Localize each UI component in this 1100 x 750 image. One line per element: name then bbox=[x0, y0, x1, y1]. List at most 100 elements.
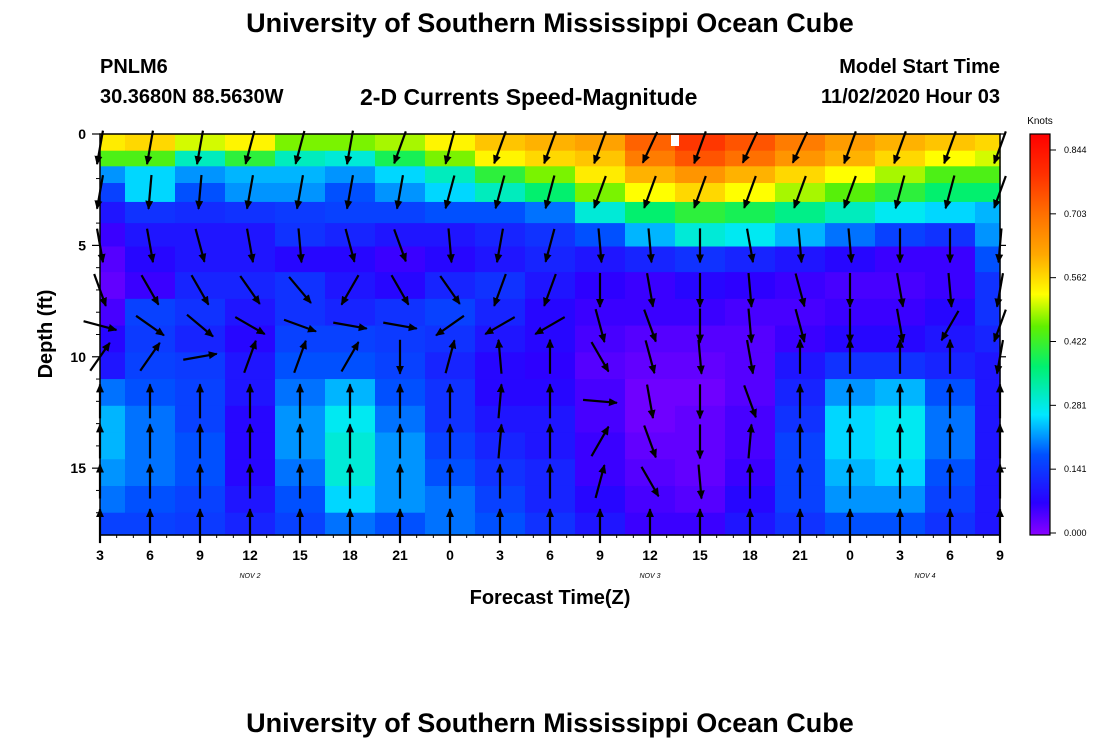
x-tick-label: 18 bbox=[742, 547, 758, 563]
x-tick-label: 0 bbox=[446, 547, 454, 563]
heatmap-cell bbox=[725, 201, 776, 224]
heatmap-cell bbox=[875, 150, 926, 167]
colorbar-tick-label: 0.562 bbox=[1064, 273, 1087, 283]
heatmap-cell bbox=[975, 223, 1001, 248]
current-vector-arrow bbox=[340, 274, 360, 306]
heatmap-cell bbox=[425, 298, 476, 327]
current-vector-arrow bbox=[593, 131, 607, 165]
missing-data-marker bbox=[671, 135, 679, 146]
chart-title: University of Southern Mississippi Ocean… bbox=[246, 8, 854, 38]
current-vector-arrow bbox=[446, 228, 455, 264]
current-vector-arrow bbox=[993, 309, 1007, 343]
x-tick-label: 6 bbox=[946, 547, 954, 563]
heatmap-cell bbox=[625, 325, 676, 353]
heatmap-cell bbox=[675, 134, 726, 152]
current-vector-arrow bbox=[644, 340, 657, 375]
current-vector-arrow bbox=[493, 131, 507, 165]
heatmap-cell bbox=[225, 201, 276, 224]
heatmap-cell bbox=[100, 405, 126, 434]
heatmap-cell bbox=[125, 201, 176, 224]
current-vector-arrow bbox=[895, 308, 906, 344]
heatmap-cell bbox=[475, 134, 526, 152]
current-vector-arrow bbox=[594, 308, 607, 343]
current-vector-arrow bbox=[496, 423, 505, 459]
date-label: NOV 4 bbox=[914, 573, 935, 580]
heatmap-cell bbox=[425, 166, 476, 184]
current-vector-arrow bbox=[244, 174, 255, 210]
current-vector-arrow bbox=[746, 423, 755, 459]
heatmap-cell bbox=[375, 246, 426, 273]
heatmap-cell bbox=[725, 150, 776, 167]
colorbar-tick-label: 0.422 bbox=[1064, 337, 1087, 347]
heatmap-cell bbox=[100, 134, 126, 152]
heatmap-cell bbox=[875, 134, 926, 152]
current-vector-arrow bbox=[643, 425, 657, 459]
x-tick-label: 9 bbox=[196, 547, 204, 563]
heatmap-cell bbox=[575, 150, 626, 167]
x-axis-label: Forecast Time(Z) bbox=[470, 587, 631, 609]
heatmap-cell bbox=[975, 405, 1001, 434]
speed-heatmap-chart: 3 6 9 12 15 18 21 0 3 6 9 12 15 18 21 0 3 6 9 0 5 10 15 NOV 2… bbox=[35, 116, 1087, 609]
y-axis-label: Depth (ft) bbox=[35, 290, 57, 379]
current-vector-arrow bbox=[496, 383, 505, 419]
heatmap-cell bbox=[225, 166, 276, 184]
current-vector-arrow bbox=[144, 130, 155, 166]
heatmap-cell bbox=[975, 379, 1001, 407]
current-vector-arrow bbox=[643, 309, 657, 343]
heatmap-cell bbox=[175, 298, 226, 327]
heatmap-cell bbox=[625, 150, 676, 167]
date-label: NOV 2 bbox=[239, 573, 260, 580]
station-coordinates: 30.3680N 88.5630W bbox=[100, 86, 284, 108]
heatmap-cell bbox=[325, 325, 376, 353]
footer-title: University of Southern Mississippi Ocean… bbox=[246, 708, 854, 738]
heatmap-cell bbox=[775, 223, 826, 248]
heatmap-cell bbox=[775, 201, 826, 224]
heatmap-cell bbox=[275, 325, 326, 353]
heatmap-cell bbox=[125, 325, 176, 353]
current-vector-arrow bbox=[943, 131, 957, 165]
current-vector-arrow bbox=[296, 228, 305, 264]
heatmap-cell bbox=[975, 183, 1001, 203]
heatmap-cell bbox=[275, 223, 326, 248]
current-vector-arrow bbox=[243, 130, 256, 165]
heatmap-cell bbox=[100, 246, 126, 273]
current-vector-arrow bbox=[393, 229, 407, 263]
current-vector-arrow bbox=[993, 131, 1007, 165]
heatmap-cell bbox=[625, 223, 676, 248]
current-vector-arrow bbox=[696, 464, 705, 500]
current-vector-arrow bbox=[741, 131, 759, 164]
x-tick-label: 12 bbox=[242, 547, 258, 563]
current-vector-arrow bbox=[494, 228, 505, 264]
heatmap-cell bbox=[100, 512, 126, 536]
current-vector-arrow bbox=[746, 308, 755, 344]
heatmap-cell bbox=[825, 134, 876, 152]
y-axis: 0 5 10 15 bbox=[70, 126, 1006, 514]
chart-subtitle: 2-D Currents Speed-Magnitude bbox=[360, 84, 698, 110]
x-axis: 3 6 9 12 15 18 21 0 3 6 9 12 15 18 21 0 3 6 9 bbox=[96, 535, 1004, 563]
heatmap-cell bbox=[125, 166, 176, 184]
heatmap-cell bbox=[575, 134, 626, 152]
current-vector-arrow bbox=[293, 339, 307, 374]
heatmap-cell bbox=[475, 150, 526, 167]
heatmap-cell bbox=[100, 379, 126, 407]
heatmap-cell bbox=[975, 352, 1001, 380]
heatmap-cell bbox=[375, 298, 426, 327]
current-vector-arrow bbox=[994, 273, 1005, 308]
heatmap-cell bbox=[725, 166, 776, 184]
model-start-value: 11/02/2020 Hour 03 bbox=[820, 86, 1000, 108]
current-vector-arrow bbox=[843, 131, 857, 165]
current-vector-arrow bbox=[234, 316, 266, 336]
x-tick-label: 3 bbox=[896, 547, 904, 563]
current-vector-arrow bbox=[743, 384, 757, 419]
current-vector-arrow bbox=[283, 318, 317, 333]
heatmap-cell bbox=[975, 134, 1001, 152]
current-vector-arrow bbox=[993, 175, 1007, 209]
heatmap-cell bbox=[525, 166, 576, 184]
heatmap-cell bbox=[525, 134, 576, 152]
heatmap-cell bbox=[775, 272, 826, 300]
heatmap-cell bbox=[175, 325, 226, 353]
current-vector-arrow bbox=[590, 425, 610, 457]
y-tick-label: 15 bbox=[70, 460, 86, 476]
heatmap-cell bbox=[825, 166, 876, 184]
heatmap-cell bbox=[225, 150, 276, 167]
